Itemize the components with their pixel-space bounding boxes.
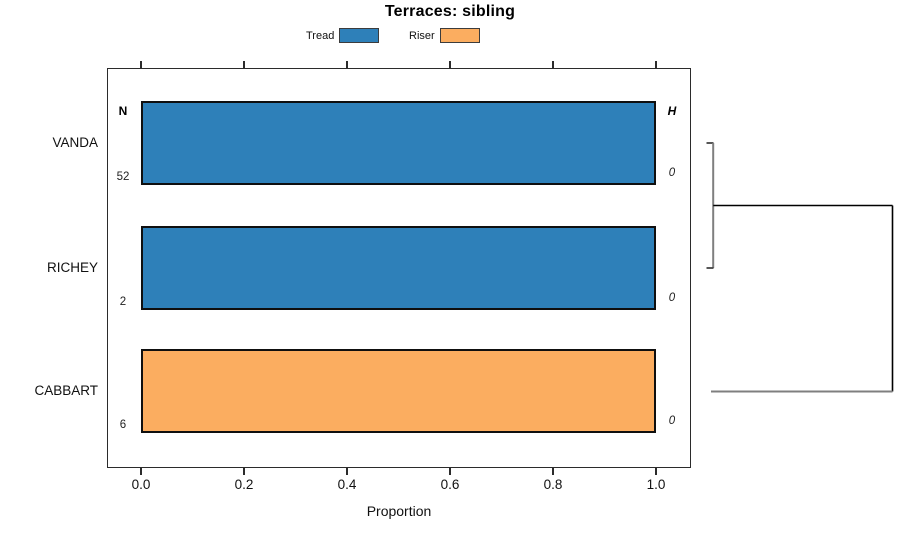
x-axis-tick-bottom bbox=[449, 467, 451, 475]
x-axis-tick-top bbox=[449, 60, 451, 68]
legend-label-riser: Riser bbox=[409, 29, 435, 42]
x-axis-tick-top bbox=[346, 60, 348, 68]
x-axis-tick-top bbox=[552, 60, 554, 68]
x-axis-tick-bottom bbox=[552, 467, 554, 475]
h-value: 0 bbox=[668, 292, 676, 304]
x-axis-tick-label: 1.0 bbox=[646, 477, 666, 492]
x-axis-tick-bottom bbox=[140, 467, 142, 475]
x-axis-tick-top bbox=[140, 60, 142, 68]
x-axis-tick-label: 0.8 bbox=[543, 477, 563, 492]
riser-color-swatch bbox=[439, 28, 480, 43]
chart-title: Terraces: sibling bbox=[384, 3, 516, 20]
row-label: CABBART bbox=[34, 383, 98, 398]
legend-entry-tread: Tread bbox=[306, 27, 380, 44]
x-axis-title: Proportion bbox=[366, 503, 432, 519]
proportion-bar bbox=[141, 349, 656, 433]
h-value: 0 bbox=[668, 167, 676, 179]
row-label: RICHEY bbox=[46, 260, 98, 275]
n-value: 52 bbox=[116, 171, 130, 183]
x-axis-tick-top bbox=[243, 60, 245, 68]
legend-entry-riser: Riser bbox=[409, 27, 480, 44]
x-axis-tick-label: 0.2 bbox=[234, 477, 254, 492]
x-axis-tick-label: 0.4 bbox=[337, 477, 357, 492]
proportion-bar bbox=[141, 101, 656, 185]
x-axis-tick-label: 0.6 bbox=[440, 477, 460, 492]
n-value: 6 bbox=[119, 419, 127, 431]
n-column-header: N bbox=[118, 104, 128, 118]
row-label: VANDA bbox=[52, 135, 98, 150]
n-value: 2 bbox=[119, 296, 127, 308]
h-value: 0 bbox=[668, 415, 676, 427]
proportion-bar bbox=[141, 226, 656, 310]
x-axis-tick-bottom bbox=[655, 467, 657, 475]
x-axis-tick-top bbox=[655, 60, 657, 68]
legend-label-tread: Tread bbox=[306, 29, 335, 42]
tread-color-swatch bbox=[339, 28, 380, 43]
h-column-header: H bbox=[667, 104, 677, 118]
x-axis-tick-label: 0.0 bbox=[131, 477, 151, 492]
x-axis-tick-bottom bbox=[243, 467, 245, 475]
x-axis-tick-bottom bbox=[346, 467, 348, 475]
